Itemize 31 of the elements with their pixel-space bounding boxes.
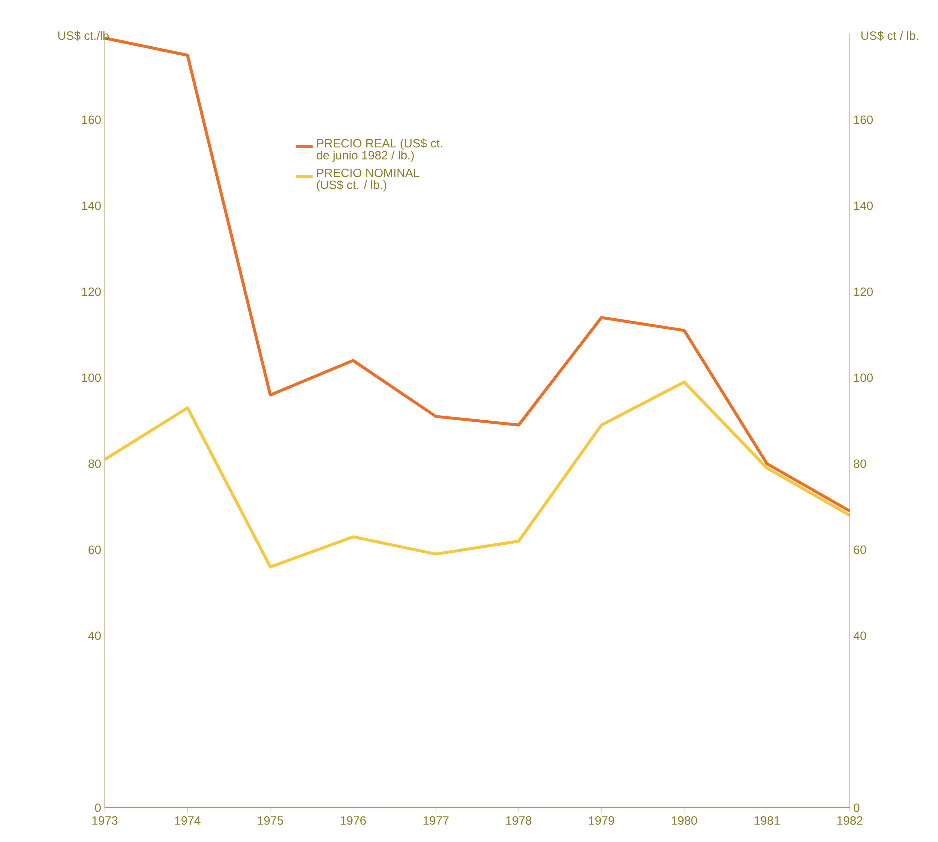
x-tick-label: 1973: [92, 816, 118, 825]
y2-tick-label: 160: [854, 116, 874, 124]
x-tick-label: 1976: [340, 816, 366, 825]
y-axis-title: US$ ct./lb: [58, 31, 109, 41]
legend-label: PRECIO REAL (US$ ct. de junio 1982 / lb.): [316, 138, 442, 162]
y2-tick-label: 80: [854, 460, 866, 468]
y-tick-label: 120: [82, 288, 102, 296]
x-tick-label: 1980: [672, 816, 698, 825]
line-series: [105, 380, 850, 569]
y-tick-label: 40: [88, 632, 102, 640]
y-tick-label: 160: [82, 116, 102, 124]
y-tick-label: 100: [82, 374, 102, 382]
x-tick-label: 1975: [258, 816, 284, 825]
y-tick-label: 140: [82, 202, 102, 210]
x-tick-label: 1977: [424, 816, 449, 825]
y2-tick-label: 140: [854, 202, 874, 210]
x-tick-label: 1981: [754, 816, 780, 825]
y2-tick-label: 60: [854, 546, 866, 554]
legend-label: PRECIO NOMINAL (US$ ct. / lb.): [317, 168, 420, 192]
y2-axis-title: US$ ct / lb.: [862, 31, 918, 41]
x-tick-label: 1982: [838, 816, 863, 825]
x-tick-label: 1978: [506, 816, 532, 825]
y-tick-label: 80: [88, 460, 102, 468]
x-tick-label: 1974: [175, 816, 201, 825]
y-tick-label: 60: [88, 546, 102, 554]
y2-tick-label: 40: [854, 632, 866, 640]
y2-tick-label: 0: [854, 804, 860, 812]
y2-tick-label: 100: [854, 374, 874, 382]
y-tick-label: 0: [95, 804, 102, 812]
x-tick-label: 1979: [589, 816, 614, 825]
y2-tick-label: 120: [854, 288, 874, 296]
